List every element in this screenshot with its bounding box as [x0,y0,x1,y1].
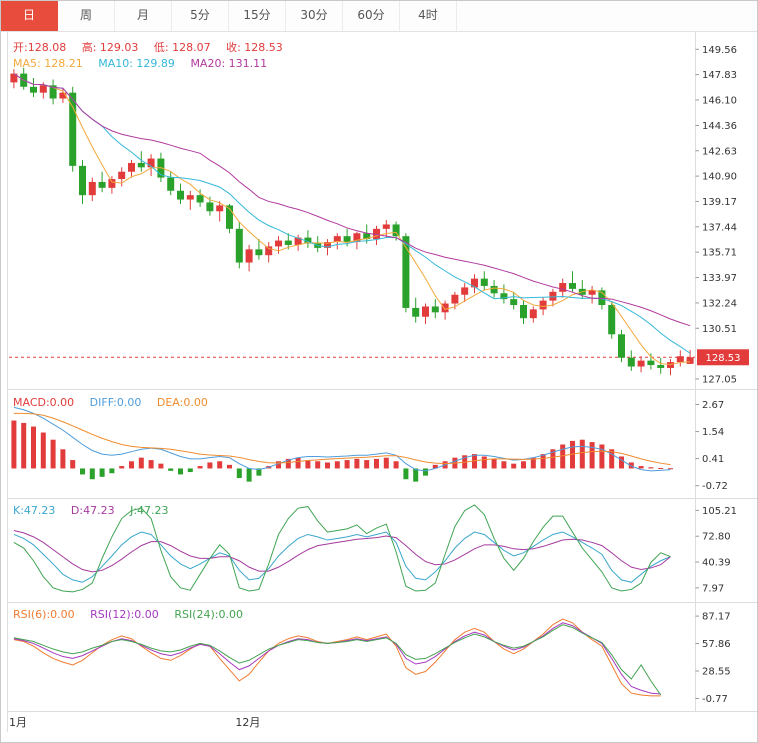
y-axis-tick: 1.54 [702,427,724,438]
panel-borders [7,32,757,732]
y-axis-tick: 105.21 [702,506,737,517]
ma5-line [13,73,691,365]
y-axis-tick: 137.44 [702,222,737,233]
rsi12-value: RSI(12):0.00 [90,608,159,621]
d-line [13,529,671,573]
last-price-tag: 128.53 [697,349,749,366]
y-axis-tick: 132.24 [702,298,737,309]
x-axis-label: 1月 [9,716,27,729]
rsi6-value: RSI(6):0.00 [13,608,75,621]
rsi-header: RSI(6):0.00 RSI(12):0.00 RSI(24):0.00 [13,608,255,621]
price-tag-text: 128.53 [706,353,741,364]
y-axis-tick: 139.17 [702,197,737,208]
period-tab-bar: 日周月 5分 15分 30分 60分 4时 [1,1,757,32]
y-axis-tick: 72.80 [702,532,731,543]
rsi-y-axis: 87.17 57.86 28.55 -0.77 [695,612,731,705]
period-tab-7[interactable]: 60分 [343,1,400,31]
low-value: 低: 128.07 [153,41,211,54]
y-axis-tick: -0.77 [702,694,728,705]
rsi6-line [13,618,661,697]
close-value: 收: 128.53 [226,41,283,54]
y-axis-tick: 57.86 [702,639,731,650]
dea-value: DEA:0.00 [156,396,208,409]
main-y-axis: 149.56 147.83 146.10 144.36 142.63 140.90 139.… [695,45,737,385]
y-axis-tick: 28.55 [702,667,731,678]
diff-value: DIFF:0.00 [89,396,142,409]
high-value: 高: 129.03 [81,41,139,54]
period-tab-2[interactable]: 周 [58,1,115,31]
ohlc-header: 开:128.08 高: 129.03 低: 128.07 收: 128.53 [13,39,295,55]
y-axis-tick: 144.36 [702,121,737,132]
j-line [13,504,671,593]
ma-header: MA5: 128.21 MA10: 129.89 MA20: 131.11 [13,57,279,70]
y-axis-tick: 7.97 [702,583,724,594]
period-tab-8[interactable]: 4时 [400,1,457,31]
ma10-line [13,73,691,354]
period-tab-5[interactable]: 15分 [229,1,286,31]
macd-header: MACD:0.00 DIFF:0.00 DEA:0.00 [13,396,220,409]
x-axis-label: 12月 [235,716,261,729]
macd-histogram [11,420,673,482]
ma20-value: MA20: 131.11 [190,57,268,70]
y-axis-tick: 130.51 [702,324,737,335]
period-tab-3[interactable]: 月 [115,1,172,31]
kdj-y-axis: 105.21 72.80 40.39 7.97 [695,506,737,594]
open-value: 开:128.08 [13,41,67,54]
dea-line [13,412,671,466]
y-axis-tick: 127.05 [702,374,737,385]
ma20-line [13,73,691,327]
macd-y-axis: 2.67 1.54 0.41 -0.72 [695,400,728,492]
y-axis-tick: -0.72 [702,481,728,492]
y-axis-tick: 0.41 [702,454,724,465]
y-axis-tick: 149.56 [702,45,737,56]
rsi12-line [13,622,661,695]
ma10-value: MA10: 129.89 [98,57,175,70]
y-axis-tick: 135.71 [702,248,737,259]
kdj-header: K:47.23 D:47.23 J:47.23 [13,504,181,517]
y-axis-tick: 147.83 [702,70,737,81]
j-value: J:47.23 [130,504,169,517]
period-tab-1[interactable]: 日 [1,1,58,31]
y-axis-tick: 87.17 [702,612,731,623]
period-tab-6[interactable]: 30分 [286,1,343,31]
ma5-value: MA5: 128.21 [13,57,83,70]
y-axis-tick: 40.39 [702,558,731,569]
y-axis-tick: 140.90 [702,172,737,183]
rsi24-value: RSI(24):0.00 [174,608,243,621]
y-axis-tick: 146.10 [702,95,737,106]
y-axis-tick: 2.67 [702,400,724,411]
d-value: D:47.23 [70,504,115,517]
period-tab-4[interactable]: 5分 [172,1,229,31]
diff-line [13,406,671,472]
k-line [13,531,671,583]
y-axis-tick: 142.63 [702,146,737,157]
macd-value: MACD:0.00 [13,396,75,409]
k-value: K:47.23 [13,504,56,517]
x-axis: 1月 12月 [1,714,757,732]
candlestick-series [10,67,694,376]
rsi24-line [13,624,662,696]
y-axis-tick: 133.97 [702,273,737,284]
